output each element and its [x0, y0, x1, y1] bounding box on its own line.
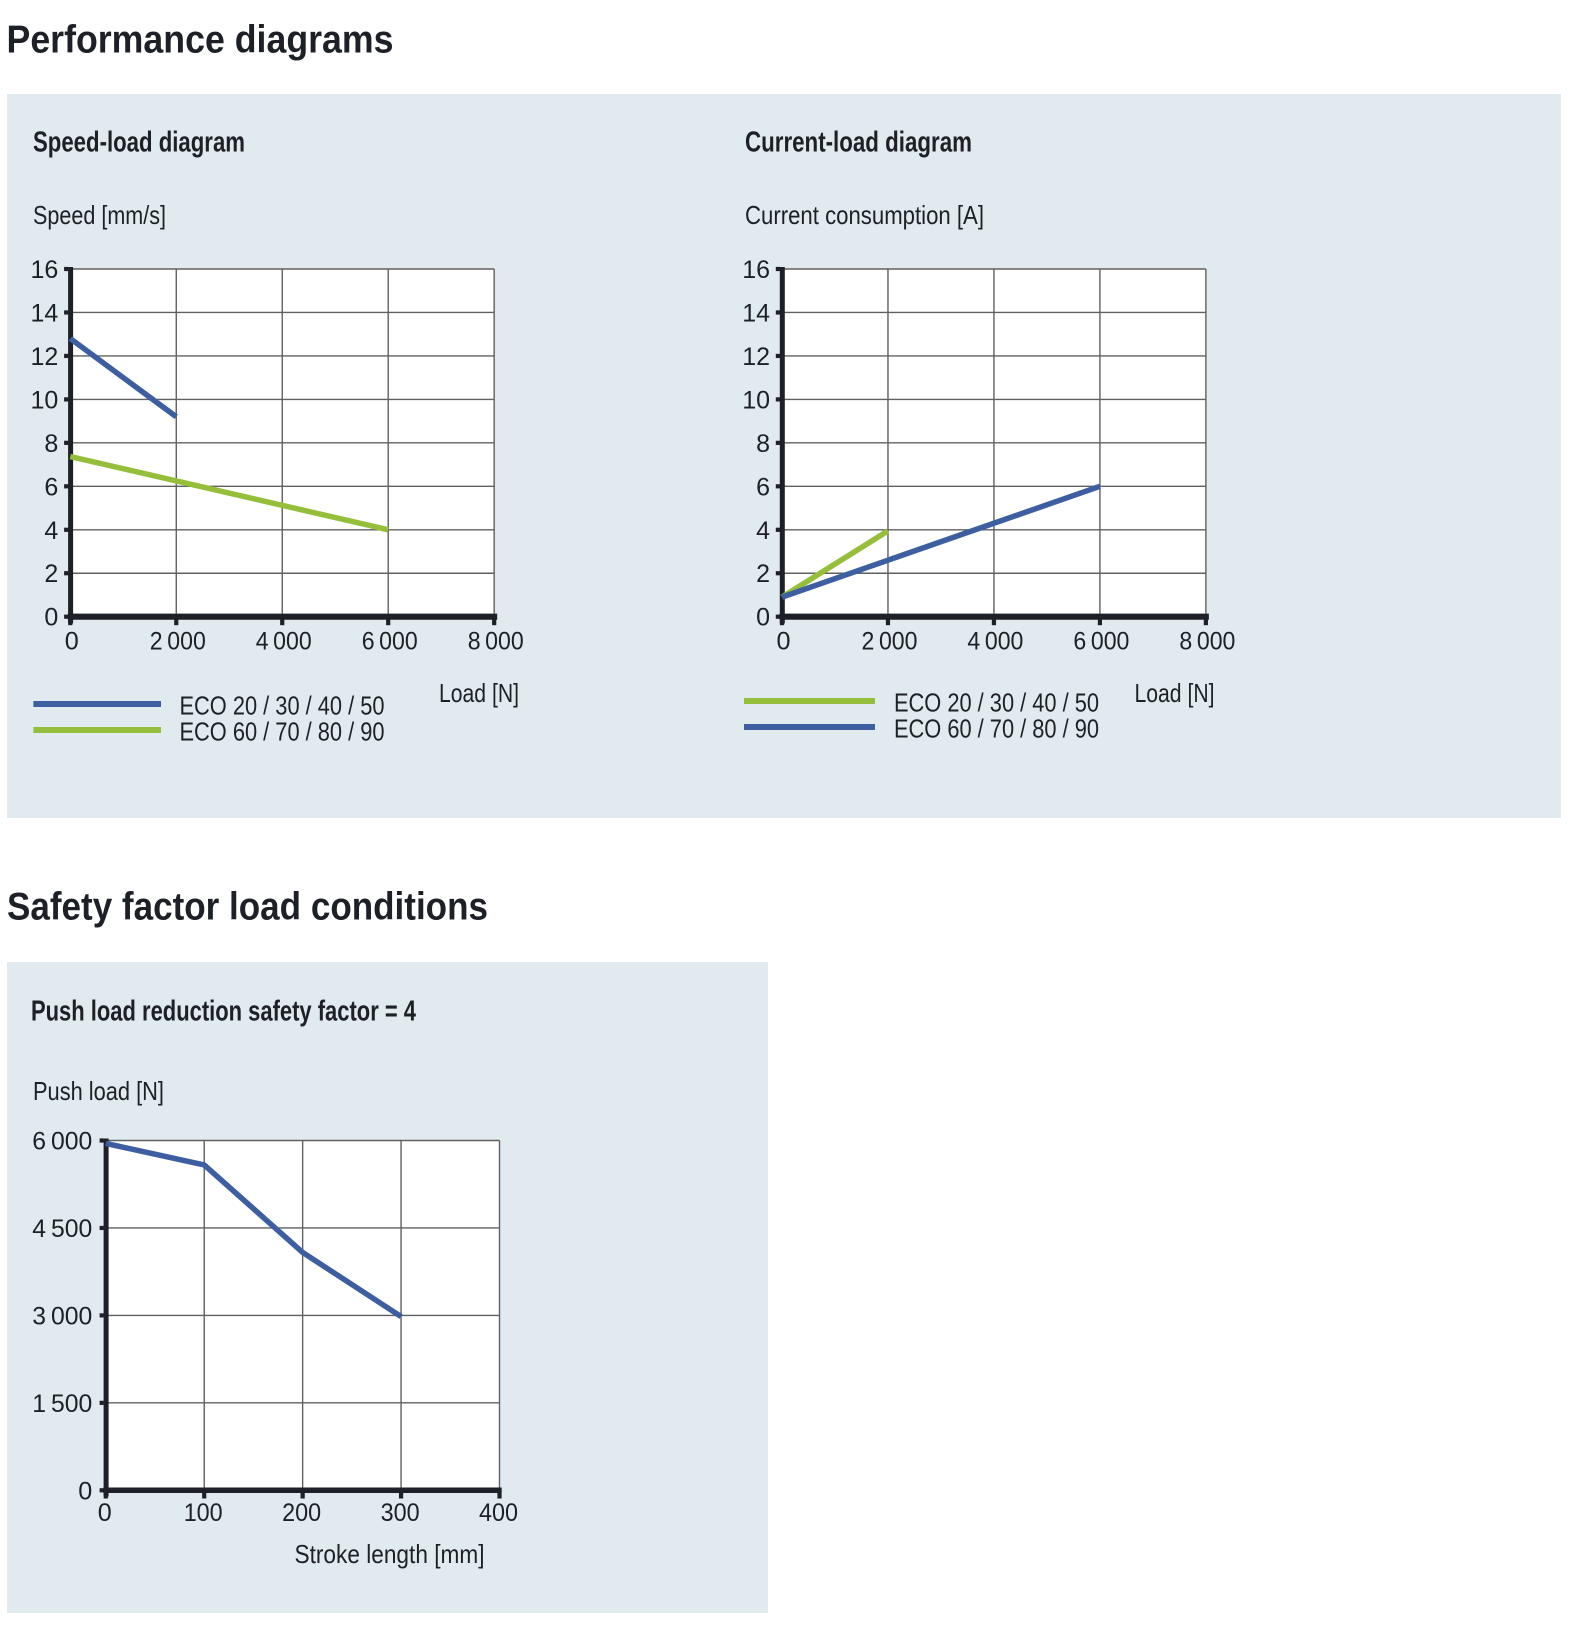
svg-text:8 000: 8 000 [1179, 628, 1235, 656]
svg-text:6: 6 [44, 473, 58, 501]
svg-text:12: 12 [30, 343, 58, 371]
svg-text:Current consumption [A]: Current consumption [A] [745, 200, 984, 230]
svg-text:200: 200 [282, 1499, 321, 1527]
svg-text:8 000: 8 000 [468, 628, 524, 656]
svg-text:4: 4 [756, 517, 770, 545]
svg-text:400: 400 [479, 1499, 518, 1527]
svg-text:0: 0 [65, 628, 79, 656]
svg-text:2 000: 2 000 [150, 628, 206, 656]
svg-text:2 000: 2 000 [862, 628, 918, 656]
svg-text:6 000: 6 000 [32, 1128, 92, 1156]
svg-text:3 000: 3 000 [32, 1302, 92, 1330]
svg-text:4 000: 4 000 [256, 628, 312, 656]
svg-text:16: 16 [30, 256, 58, 284]
svg-text:Stroke length [mm]: Stroke length [mm] [295, 1539, 485, 1569]
svg-text:1 500: 1 500 [32, 1390, 92, 1418]
svg-text:2: 2 [756, 560, 770, 588]
svg-text:Safety factor load conditions: Safety factor load conditions [7, 886, 488, 929]
svg-text:ECO 20 / 30 / 40 / 50: ECO 20 / 30 / 40 / 50 [894, 688, 1099, 718]
svg-text:4 500: 4 500 [32, 1215, 92, 1243]
svg-text:Speed [mm/s]: Speed [mm/s] [33, 200, 166, 230]
svg-text:ECO 60 / 70 / 80 / 90: ECO 60 / 70 / 80 / 90 [894, 714, 1099, 744]
svg-text:100: 100 [184, 1499, 223, 1527]
svg-text:2: 2 [44, 560, 58, 588]
svg-text:Load [N]: Load [N] [439, 678, 519, 708]
svg-text:0: 0 [44, 604, 58, 632]
svg-text:10: 10 [30, 386, 58, 414]
svg-text:12: 12 [742, 343, 770, 371]
svg-text:8: 8 [756, 430, 770, 458]
svg-text:4 000: 4 000 [967, 628, 1023, 656]
svg-text:0: 0 [98, 1499, 112, 1527]
svg-text:6 000: 6 000 [362, 628, 418, 656]
svg-text:4: 4 [44, 517, 58, 545]
svg-text:6: 6 [756, 473, 770, 501]
svg-text:0: 0 [756, 604, 770, 632]
svg-text:0: 0 [78, 1477, 92, 1505]
svg-text:ECO 60 / 70 / 80 / 90: ECO 60 / 70 / 80 / 90 [180, 717, 385, 747]
svg-text:Push load reduction safety fac: Push load reduction safety factor = 4 [31, 996, 416, 1028]
svg-text:ECO 20 / 30 / 40 / 50: ECO 20 / 30 / 40 / 50 [180, 691, 385, 721]
svg-text:Load [N]: Load [N] [1135, 678, 1215, 708]
svg-text:14: 14 [742, 300, 770, 328]
svg-text:Speed-load diagram: Speed-load diagram [33, 127, 245, 159]
svg-text:6 000: 6 000 [1073, 628, 1129, 656]
svg-text:Push load [N]: Push load [N] [33, 1076, 164, 1106]
svg-text:0: 0 [777, 628, 791, 656]
svg-text:10: 10 [742, 386, 770, 414]
svg-text:14: 14 [30, 300, 58, 328]
svg-text:Current-load diagram: Current-load diagram [745, 127, 972, 159]
svg-text:8: 8 [44, 430, 58, 458]
svg-text:Performance diagrams: Performance diagrams [7, 19, 394, 62]
svg-text:16: 16 [742, 256, 770, 284]
svg-text:300: 300 [381, 1499, 420, 1527]
